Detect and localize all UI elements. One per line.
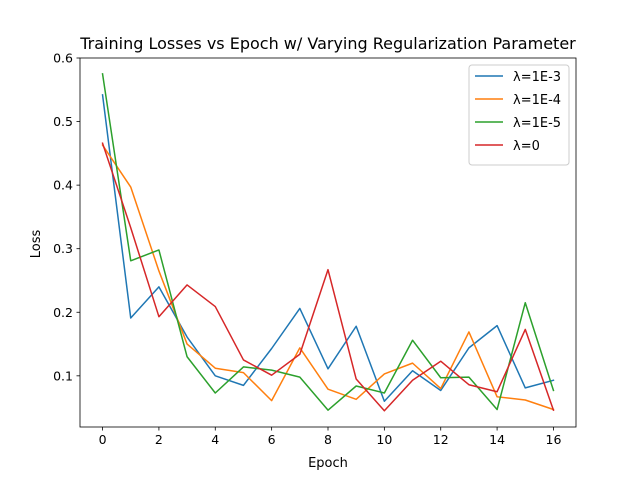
y-tick-label: 0.4 xyxy=(53,178,73,193)
plot-area: 0 2 4 6 8 10 12 14 16 0.1 0.2 0.3 0.4 0.5 0.6 xyxy=(53,51,577,447)
legend: λ=1E-3 λ=1E-4 λ=1E-5 λ=0 xyxy=(468,64,570,166)
y-tick-label: 0.5 xyxy=(53,114,73,129)
series-line-3 xyxy=(101,73,555,411)
legend-label-4: λ=0 xyxy=(513,139,540,154)
x-tick-label: 12 xyxy=(433,432,449,447)
legend-label-3: λ=1E-5 xyxy=(513,116,561,131)
series-line-4 xyxy=(101,142,555,412)
legend-box xyxy=(468,64,570,166)
x-tick-label: 6 xyxy=(268,432,276,447)
x-tick-label: 2 xyxy=(155,432,163,447)
legend-label-2: λ=1E-4 xyxy=(513,93,561,108)
x-tick-label: 8 xyxy=(324,432,332,447)
x-axis-label: Epoch xyxy=(308,456,348,471)
x-tick-label: 0 xyxy=(99,432,107,447)
x-tick-label: 14 xyxy=(489,432,505,447)
y-tick-label: 0.1 xyxy=(53,368,73,383)
y-axis-label: Loss xyxy=(29,230,44,259)
y-tick-label: 0.6 xyxy=(53,51,73,66)
x-tick-label: 16 xyxy=(546,432,562,447)
x-tick-label: 4 xyxy=(211,432,219,447)
y-tick-label: 0.2 xyxy=(53,305,73,320)
legend-label-1: λ=1E-3 xyxy=(513,70,561,85)
x-tick-label: 10 xyxy=(376,432,392,447)
y-tick-label: 0.3 xyxy=(53,241,73,256)
chart-title: Training Losses vs Epoch w/ Varying Regu… xyxy=(79,34,576,53)
